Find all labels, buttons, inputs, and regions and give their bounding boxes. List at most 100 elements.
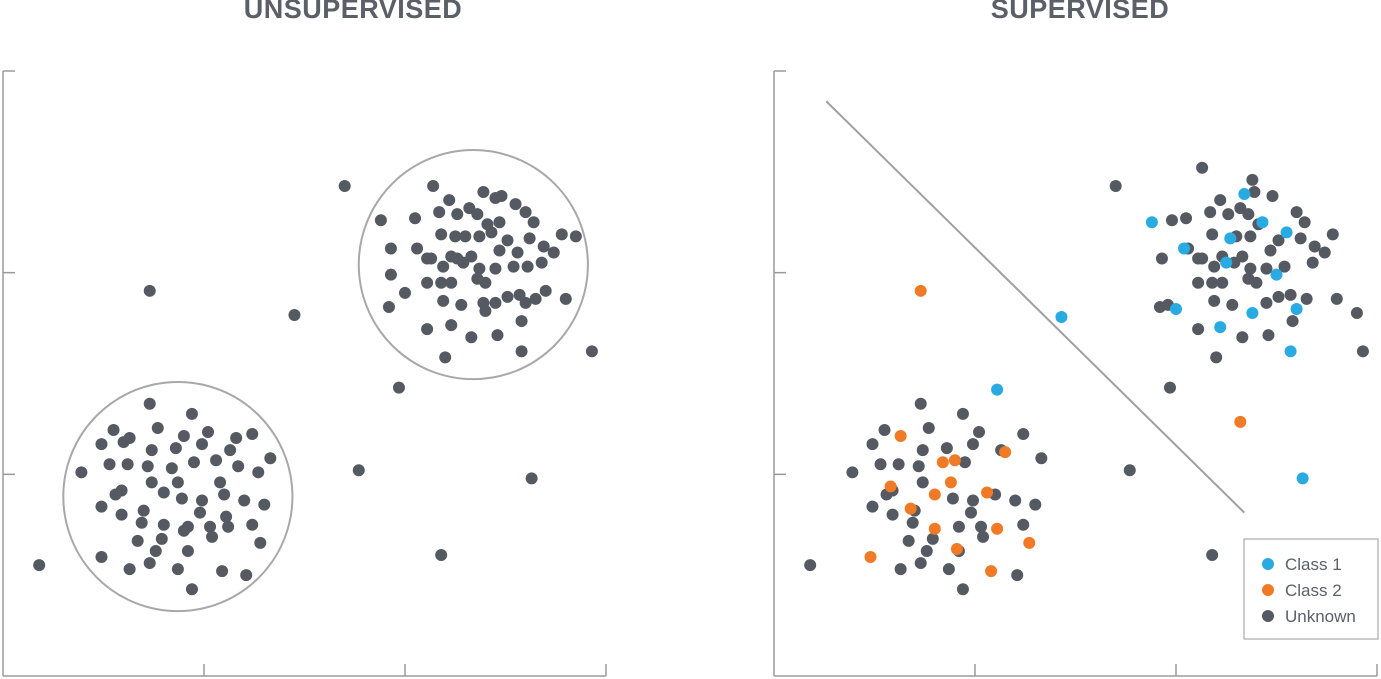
point-unknown: [1196, 161, 1209, 174]
point-unknown: [374, 214, 387, 227]
point-unknown: [427, 179, 440, 192]
point-unknown: [149, 544, 162, 557]
legend-swatch-class-2: [1262, 584, 1274, 596]
point-unknown: [1318, 246, 1331, 259]
point-class-2: [950, 542, 963, 555]
point-unknown: [479, 304, 492, 317]
point-unknown: [338, 179, 351, 192]
point-unknown: [1290, 206, 1303, 219]
point-unknown: [1109, 179, 1122, 192]
point-unknown: [187, 456, 200, 469]
point-unknown: [1017, 518, 1030, 531]
point-unknown: [1192, 323, 1205, 336]
point-unknown: [1222, 208, 1235, 221]
point-unknown: [455, 298, 468, 311]
point-unknown: [1250, 276, 1263, 289]
point-class-1: [1224, 232, 1237, 245]
point-unknown: [1192, 252, 1205, 265]
point-unknown: [1262, 329, 1275, 342]
point-class-1: [1170, 302, 1182, 315]
supervised-axes: [773, 70, 1378, 677]
cluster-circle: [62, 380, 294, 613]
point-class-2: [1234, 415, 1247, 428]
point-class-2: [936, 456, 949, 469]
point-unknown: [206, 530, 219, 543]
point-unknown: [155, 532, 168, 545]
point-unknown: [421, 252, 434, 265]
point-class-1: [1246, 307, 1259, 319]
point-unknown: [1208, 294, 1221, 307]
point-unknown: [1260, 296, 1273, 309]
point-unknown: [966, 438, 979, 451]
point-unknown: [1350, 307, 1363, 319]
point-unknown: [521, 260, 534, 273]
point-unknown: [1216, 276, 1229, 289]
point-unknown: [1214, 194, 1227, 207]
point-unknown: [1165, 214, 1178, 227]
point-unknown: [210, 454, 223, 467]
point-unknown: [224, 444, 237, 457]
cluster-circle: [357, 149, 589, 381]
point-unknown: [195, 438, 208, 451]
point-unknown: [493, 216, 506, 229]
point-class-2: [991, 522, 1004, 535]
point-unknown: [1236, 331, 1249, 344]
point-unknown: [246, 518, 259, 531]
point-class-2: [985, 565, 998, 578]
point-unknown: [33, 559, 46, 572]
point-unknown: [157, 486, 170, 499]
point-unknown: [942, 563, 955, 576]
point-unknown: [1206, 228, 1219, 241]
point-unknown: [230, 432, 243, 445]
point-unknown: [1308, 240, 1321, 253]
point-unknown: [95, 438, 108, 451]
point-unknown: [185, 407, 198, 420]
point-class-1: [1214, 321, 1227, 334]
supervised-panel: Class 1 Class 2 Unknown: [773, 70, 1379, 677]
point-unknown: [433, 206, 446, 219]
point-unknown: [973, 425, 986, 438]
point-unknown: [107, 423, 120, 436]
point-class-2: [864, 551, 877, 564]
point-unknown: [964, 506, 977, 519]
point-unknown: [866, 500, 879, 513]
unsupervised-title: UNSUPERVISED: [243, 0, 463, 24]
point-unknown: [920, 544, 933, 557]
point-unknown: [185, 583, 198, 596]
point-unknown: [143, 284, 156, 297]
point-unknown: [411, 242, 424, 255]
point-unknown: [218, 488, 231, 501]
point-unknown: [399, 286, 411, 299]
point-class-1: [1296, 472, 1309, 485]
point-unknown: [457, 256, 470, 269]
point-unknown: [232, 460, 245, 473]
point-unknown: [195, 494, 208, 507]
point-unknown: [1208, 260, 1221, 273]
point-unknown: [507, 260, 520, 273]
point-class-2: [914, 284, 927, 297]
point-unknown: [1017, 428, 1030, 440]
point-unknown: [515, 345, 528, 358]
point-unknown: [866, 438, 879, 451]
point-class-1: [991, 383, 1004, 396]
point-unknown: [477, 186, 490, 198]
point-class-2: [944, 476, 957, 489]
point-unknown: [115, 508, 128, 521]
point-unknown: [1286, 315, 1299, 328]
point-unknown: [157, 518, 170, 531]
point-unknown: [1298, 216, 1311, 229]
point-unknown: [916, 476, 929, 489]
point-unknown: [254, 536, 267, 549]
point-unknown: [421, 276, 434, 289]
point-unknown: [537, 240, 550, 253]
point-unknown: [435, 549, 448, 561]
point-unknown: [222, 520, 235, 533]
point-unknown: [103, 458, 116, 471]
point-unknown: [1204, 206, 1217, 219]
point-unknown: [445, 276, 458, 289]
point-unknown: [519, 296, 532, 309]
point-unknown: [246, 428, 259, 440]
point-class-2: [981, 486, 994, 499]
point-unknown: [473, 262, 486, 275]
point-unknown: [451, 208, 464, 221]
